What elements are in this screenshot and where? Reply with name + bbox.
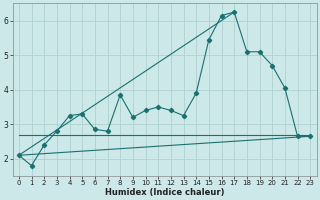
X-axis label: Humidex (Indice chaleur): Humidex (Indice chaleur)	[105, 188, 224, 197]
